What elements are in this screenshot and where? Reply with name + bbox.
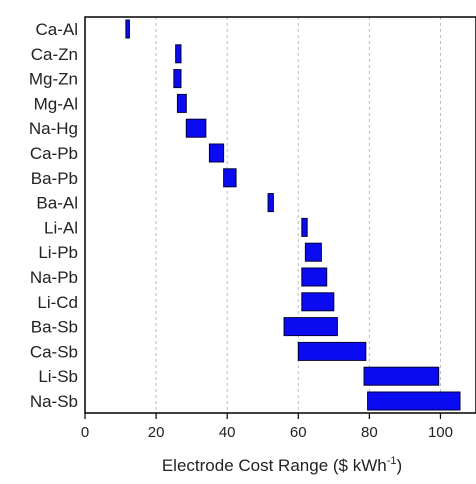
bar-na-pb: [301, 267, 328, 287]
category-label: Ba-Sb: [31, 318, 78, 337]
category-labels: Ca-Al Ca-Zn Mg-Zn Mg-Al Na-Hg Ca-Pb Ba-Pb Ba-Al…: [29, 20, 78, 411]
category-label: Na-Sb: [30, 392, 78, 411]
x-axis-label: Electrode Cost Range ($ kWh-1): [162, 455, 402, 475]
bar-ca-zn: [175, 44, 182, 64]
bar-li-sb: [363, 366, 440, 386]
bar-na-hg: [185, 118, 207, 138]
x-tick-label: 60: [290, 424, 307, 441]
bar-li-pb: [304, 242, 322, 262]
x-tick-label: 100: [428, 424, 453, 441]
category-label: Li-Pb: [38, 243, 78, 262]
bar-ca-sb: [297, 341, 367, 361]
category-label: Li-Sb: [38, 367, 78, 386]
bar-ba-al: [267, 193, 274, 213]
category-label: Ca-Al: [35, 20, 78, 39]
x-tick-label: 20: [148, 424, 165, 441]
x-tick-label: 0: [81, 424, 89, 441]
x-axis-label-main: Electrode Cost Range ($ kWh: [162, 456, 387, 475]
category-label: Mg-Zn: [29, 70, 78, 89]
category-label: Ba-Pb: [31, 169, 78, 188]
category-label: Na-Pb: [30, 268, 78, 287]
x-axis-label-superscript: -1: [387, 455, 397, 467]
bar-li-cd: [301, 292, 335, 312]
category-label: Ca-Pb: [30, 144, 78, 163]
bar-ca-pb: [208, 143, 225, 163]
category-label: Ca-Zn: [31, 45, 78, 64]
category-label: Ba-Al: [36, 194, 78, 213]
category-label: Mg-Al: [34, 94, 78, 113]
category-label: Na-Hg: [29, 119, 78, 138]
x-tick-label: 80: [361, 424, 378, 441]
x-tick-labels: 0 20 40 60 80 100: [81, 413, 453, 441]
plot-frame: [84, 16, 476, 414]
category-label: Ca-Sb: [30, 342, 78, 361]
bar-mg-al: [176, 93, 187, 113]
bar-ba-sb: [283, 317, 338, 337]
x-axis-label-end: ): [397, 456, 403, 475]
bar-ba-pb: [223, 168, 237, 188]
x-tick-label: 40: [219, 424, 236, 441]
bars: [125, 19, 461, 411]
bar-ca-al: [125, 19, 130, 39]
category-label: Li-Cd: [37, 293, 78, 312]
bar-na-sb: [367, 391, 461, 411]
bar-li-al: [301, 217, 308, 237]
bar-mg-zn: [173, 69, 182, 89]
grid-lines: [155, 17, 441, 413]
category-label: Li-Al: [44, 218, 78, 237]
